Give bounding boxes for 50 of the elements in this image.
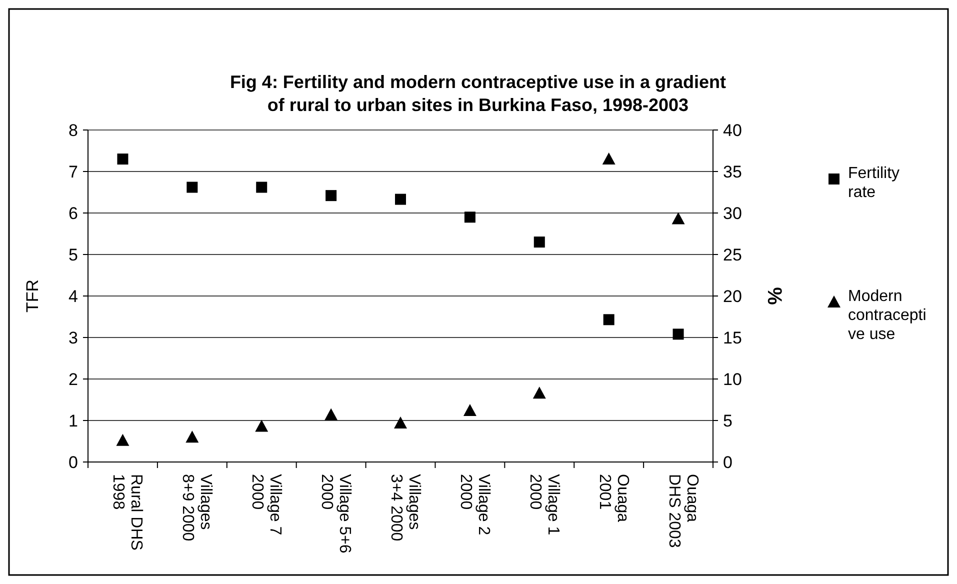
- point: [464, 212, 476, 223]
- point: [186, 430, 199, 443]
- y2-tick-label: 40: [723, 120, 742, 140]
- y-tick-label: 8: [68, 120, 78, 140]
- y-tick-label: 6: [68, 204, 78, 223]
- x-tick-label: Ouaga 2001: [596, 474, 631, 522]
- y2-tick-label: 5: [723, 411, 732, 430]
- point: [116, 434, 130, 446]
- chart-title: Fig 4: Fertility and modern contraceptive use in a gradient of rural to urban sites in Burkina Faso, 1998-2003: [230, 72, 726, 115]
- y2-tick-label: 35: [723, 162, 742, 182]
- y2-tick-label: 20: [723, 286, 742, 306]
- x-tick-label: Rural DHS 1998: [110, 474, 145, 550]
- y2-tick-label: 15: [723, 328, 742, 348]
- y-tick-label: 5: [68, 245, 78, 264]
- point: [672, 212, 685, 224]
- point: [324, 408, 338, 420]
- y2-tick-label: 30: [723, 204, 742, 223]
- point: [255, 420, 268, 432]
- x-tick-label: Villages 3+4 2000: [388, 474, 422, 542]
- x-tick-label: Village 5+6 2000: [318, 474, 354, 554]
- point: [672, 328, 684, 340]
- x-tick-label: Village 1 2000: [526, 474, 562, 536]
- legend-label: Fertility rate: [848, 165, 900, 201]
- y2-axis-title: %: [763, 287, 785, 306]
- point: [602, 152, 616, 165]
- y-tick-label: 0: [68, 452, 78, 472]
- point: [463, 404, 476, 416]
- point: [395, 194, 406, 205]
- y-axis-title: TFR: [23, 279, 42, 313]
- x-tick-label: Village 7 2000: [248, 474, 284, 536]
- point: [256, 182, 268, 193]
- y-tick-label: 4: [68, 286, 78, 306]
- x-tick-label: Village 2 2000: [456, 474, 492, 536]
- y-tick-label: 1: [68, 411, 78, 430]
- point: [186, 182, 198, 193]
- y2-tick-label: 25: [723, 245, 742, 264]
- y2-tick-label: 0: [723, 452, 732, 472]
- y-tick-label: 3: [68, 328, 78, 348]
- point: [117, 154, 128, 165]
- y2-tick-label: 10: [723, 370, 742, 389]
- x-tick-label: Villages 8+9 2000: [179, 474, 214, 542]
- point: [534, 236, 545, 248]
- point: [532, 386, 546, 399]
- y-tick-label: 7: [68, 162, 78, 182]
- y-tick-label: 2: [68, 370, 78, 389]
- point: [603, 314, 614, 326]
- x-tick-label: Ouaga DHS 2003: [665, 474, 700, 548]
- point: [326, 190, 337, 202]
- legend-label: Modern contraceptive use: [848, 288, 926, 343]
- point: [394, 416, 407, 428]
